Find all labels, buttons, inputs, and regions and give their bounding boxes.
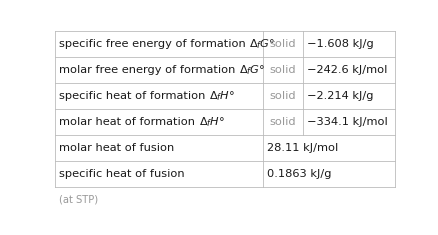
Text: −1.608 kJ/g: −1.608 kJ/g (307, 39, 373, 49)
Text: 0.1863 kJ/g: 0.1863 kJ/g (267, 169, 331, 179)
Text: $\Delta_{f}H°$: $\Delta_{f}H°$ (198, 115, 224, 129)
Text: specific heat of formation: specific heat of formation (59, 91, 208, 101)
Text: molar heat of formation: molar heat of formation (59, 117, 198, 127)
Text: −2.214 kJ/g: −2.214 kJ/g (307, 91, 373, 101)
Text: −242.6 kJ/mol: −242.6 kJ/mol (307, 65, 387, 75)
Text: solid: solid (269, 91, 296, 101)
Text: −334.1 kJ/mol: −334.1 kJ/mol (307, 117, 387, 127)
Text: solid: solid (269, 117, 296, 127)
Text: $\Delta_{f}H°$: $\Delta_{f}H°$ (208, 89, 235, 103)
Text: specific free energy of formation: specific free energy of formation (59, 39, 249, 49)
Text: solid: solid (269, 39, 296, 49)
Text: specific heat of fusion: specific heat of fusion (59, 169, 184, 179)
Text: molar free energy of formation: molar free energy of formation (59, 65, 238, 75)
Text: $\Delta_{f}G°$: $\Delta_{f}G°$ (238, 63, 265, 77)
Text: solid: solid (269, 65, 296, 75)
Text: (at STP): (at STP) (59, 195, 98, 205)
Text: molar heat of fusion: molar heat of fusion (59, 143, 174, 153)
Text: 28.11 kJ/mol: 28.11 kJ/mol (267, 143, 338, 153)
Text: $\Delta_{f}G°$: $\Delta_{f}G°$ (249, 37, 275, 51)
